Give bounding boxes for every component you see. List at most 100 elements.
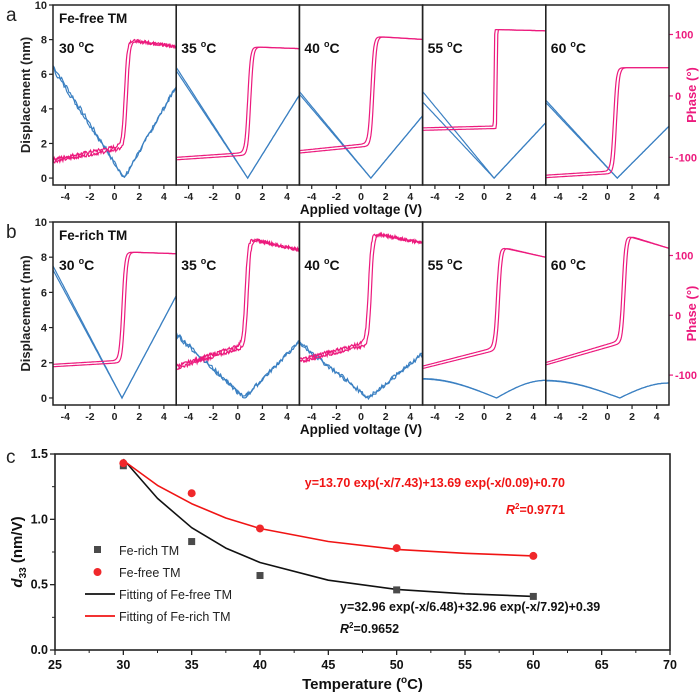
hysteresis-panel: -4 -2 0 2 4 35 oC (175, 221, 301, 423)
text-part: 2 (515, 502, 520, 511)
x-tick-label: 0 (481, 191, 487, 203)
y-tick-label: 0.5 (31, 578, 48, 592)
x-tick-label: -4 (430, 411, 439, 423)
panel-letter: a (6, 5, 17, 26)
text-part: R (340, 622, 349, 636)
x-tick-label: -2 (208, 191, 217, 203)
data-point-circle (529, 551, 538, 560)
data-point-circle (187, 489, 196, 498)
y-tick-label: 6 (41, 287, 47, 299)
x-axis-label: Applied voltage (V) (300, 202, 422, 217)
x-tick-label: -4 (307, 411, 316, 423)
temperature-value: 60 (551, 257, 567, 273)
plot-area (299, 36, 423, 180)
x-tick-label: -2 (578, 411, 587, 423)
fit-line (122, 458, 534, 598)
x-tick-label: -2 (332, 191, 341, 203)
x-tick-label: 2 (629, 411, 635, 423)
x-tick-label: 25 (48, 658, 62, 672)
phase-curve (176, 238, 300, 371)
x-tick-label: 65 (595, 658, 609, 672)
temperature-value: 40 (304, 257, 320, 273)
y-tick-label: 6 (41, 69, 47, 81)
y-tick-label: 10 (35, 0, 47, 12)
temperature-unit: C (576, 257, 586, 273)
x-tick-label: -4 (553, 191, 562, 203)
data-point-circle (256, 524, 264, 533)
legend: Fe-rich TM Fe-free TM Fitting of Fe-free T… (85, 544, 232, 624)
y-tick-label: 8 (41, 252, 47, 264)
data-point-circle (392, 544, 401, 553)
phase-axis-label: Phase (°) (684, 286, 699, 342)
plot-area (176, 238, 300, 399)
y-tick-label: 4 (41, 104, 48, 116)
degree-sup: o (79, 256, 85, 266)
x-tick-label: 2 (506, 411, 512, 423)
displacement-curve (176, 70, 300, 180)
x-tick-label: 2 (260, 191, 266, 203)
displacement-curve (545, 380, 669, 399)
x-tick-label: -4 (61, 411, 70, 423)
hysteresis-panel: -4 -2 0 2 4 60 oC (545, 4, 670, 203)
legend-circle-marker (93, 568, 102, 576)
panel-letter: c (6, 447, 16, 468)
legend-label: Fe-free TM (119, 566, 181, 580)
phase-tick-label: 0 (675, 91, 681, 103)
temperature-label: 35 oC (181, 39, 216, 56)
hysteresis-panel: -4 -2 0 2 4 55 oC (421, 221, 547, 423)
temperature-label: 30 oC (59, 39, 94, 56)
degree-sup: o (324, 256, 330, 266)
temperature-unit: C (206, 257, 216, 273)
displacement-curve (299, 93, 423, 180)
text-part: R (506, 503, 515, 517)
red-fit-equation: y=13.70 exp(-x/7.43)+13.69 exp(-x/0.09)+… (305, 476, 565, 490)
y-tick-label: 0.0 (31, 643, 48, 657)
x-tick-label: 0 (235, 191, 241, 203)
plot-area (422, 247, 546, 399)
plot-area (545, 67, 669, 179)
material-label: Fe-free TM (59, 11, 127, 26)
displacement-curve (422, 101, 546, 179)
phase-axis-label: Phase (°) (684, 67, 699, 123)
y-tick-label: 2 (41, 358, 47, 370)
x-tick-label: 2 (629, 191, 635, 203)
x-tick-label: -4 (184, 191, 193, 203)
x-tick-label: -4 (553, 411, 562, 423)
text-part: C) (407, 676, 423, 693)
x-tick-label: -4 (61, 191, 70, 203)
x-tick-label: 2 (383, 191, 389, 203)
x-axis-label: Temperature (oC) (302, 675, 423, 693)
black-fit-r2: R2=0.9652 (340, 621, 399, 636)
x-tick-label: 2 (136, 191, 142, 203)
y-tick-label: 1.5 (31, 447, 48, 461)
temperature-unit: C (453, 40, 463, 56)
phase-curve (299, 231, 423, 361)
x-tick-label: 4 (284, 411, 290, 423)
x-tick-label: 0 (235, 411, 241, 423)
degree-sup: o (79, 39, 85, 49)
temperature-value: 35 (181, 257, 197, 273)
material-label: Fe-rich TM (59, 228, 127, 243)
y-tick-label: 10 (35, 217, 47, 229)
displacement-curve (299, 339, 423, 399)
plot-area (299, 231, 423, 401)
phase-curve (545, 236, 669, 364)
phase-curve (53, 251, 177, 368)
displacement-curve (53, 265, 177, 400)
data-point-square (393, 586, 401, 594)
text-part: 33 (18, 567, 29, 579)
x-tick-label: -2 (85, 191, 94, 203)
x-tick-label: 0 (358, 411, 364, 423)
displacement-curve (422, 378, 546, 399)
x-tick-label: -2 (455, 191, 464, 203)
x-tick-label: -2 (85, 411, 94, 423)
x-tick-label: 70 (663, 658, 677, 672)
x-tick-label: 0 (112, 191, 118, 203)
phase-curve (53, 38, 177, 164)
hysteresis-panel: -4 -2 0 2 4 35 oC (175, 4, 301, 203)
text-part: =0.9771 (519, 503, 565, 517)
temperature-label: 40 oC (304, 256, 339, 273)
displacement-curve (176, 332, 300, 399)
data-point-square (529, 592, 537, 600)
x-tick-label: 4 (407, 411, 413, 423)
